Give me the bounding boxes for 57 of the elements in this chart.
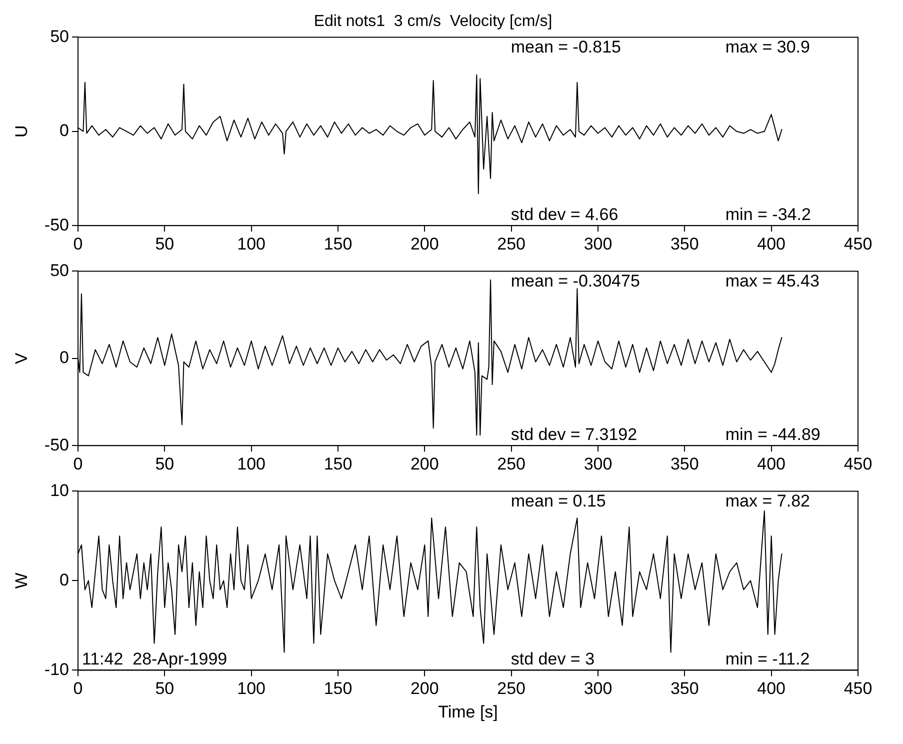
annotation: max = 7.82 (725, 491, 810, 510)
x-tick-label: 100 (237, 234, 266, 254)
annotation: std dev = 4.66 (510, 204, 618, 224)
annotation: min = -11.2 (725, 649, 810, 668)
y-tick-label: -50 (44, 435, 69, 454)
x-tick-label: 450 (844, 679, 872, 698)
y-tick-label: 0 (60, 348, 69, 368)
x-tick-label: 400 (757, 679, 786, 698)
x-tick-label: 0 (73, 679, 83, 698)
x-tick-label: 300 (584, 234, 612, 254)
x-tick-label: 100 (237, 679, 266, 698)
annotation: min = -44.89 (725, 424, 820, 444)
x-tick-label: 200 (410, 454, 439, 474)
y-tick-label: 10 (50, 480, 69, 500)
annotation: std dev = 3 (510, 649, 595, 668)
annotation: mean = -0.815 (510, 37, 622, 56)
annotation: max = 30.9 (725, 37, 810, 56)
annotation: max = 45.43 (725, 271, 820, 290)
x-tick-label: 250 (497, 234, 526, 254)
x-tick-label: 300 (584, 454, 612, 474)
annotation: mean = 0.15 (510, 491, 606, 510)
y-axis-title: W (12, 572, 31, 589)
x-tick-label: 450 (844, 454, 872, 474)
x-tick-label: 350 (670, 454, 699, 474)
annotation: min = -34.2 (725, 204, 811, 224)
x-tick-label: 300 (584, 679, 612, 698)
y-axis-title: U (12, 125, 31, 138)
annotation: mean = -0.30475 (510, 271, 640, 290)
x-tick-label: 100 (237, 454, 266, 474)
x-tick-label: 400 (757, 234, 786, 254)
x-tick-label: 250 (497, 679, 526, 698)
x-tick-label: 0 (73, 454, 83, 474)
y-tick-label: 50 (50, 260, 69, 280)
x-tick-label: 50 (155, 679, 174, 698)
y-tick-label: 0 (60, 570, 69, 590)
x-tick-label: 450 (844, 234, 872, 254)
x-tick-label: 150 (324, 234, 352, 254)
annotation: std dev = 7.3192 (510, 424, 638, 444)
y-tick-label: 0 (60, 121, 69, 140)
x-tick-label: 150 (324, 679, 352, 698)
y-axis-title: V (12, 352, 31, 364)
y-tick-label: -10 (44, 660, 69, 679)
chart-title: Edit nots1 3 cm/s Velocity [cm/s] (314, 13, 552, 30)
x-tick-label: 400 (757, 454, 786, 474)
y-tick-label: -50 (44, 215, 69, 234)
x-tick-label: 350 (670, 679, 699, 698)
x-tick-label: 200 (410, 679, 439, 698)
annotation: 11:42 28-Apr-1999 (82, 649, 228, 668)
x-tick-label: 0 (73, 234, 83, 254)
x-tick-label: 150 (324, 454, 352, 474)
y-tick-label: 50 (50, 26, 69, 46)
x-tick-label: 50 (155, 454, 174, 474)
x-tick-label: 200 (410, 234, 439, 254)
x-tick-label: 350 (670, 234, 699, 254)
x-tick-label: 250 (497, 454, 526, 474)
x-axis-title: Time [s] (438, 702, 498, 722)
x-tick-label: 50 (155, 234, 174, 254)
